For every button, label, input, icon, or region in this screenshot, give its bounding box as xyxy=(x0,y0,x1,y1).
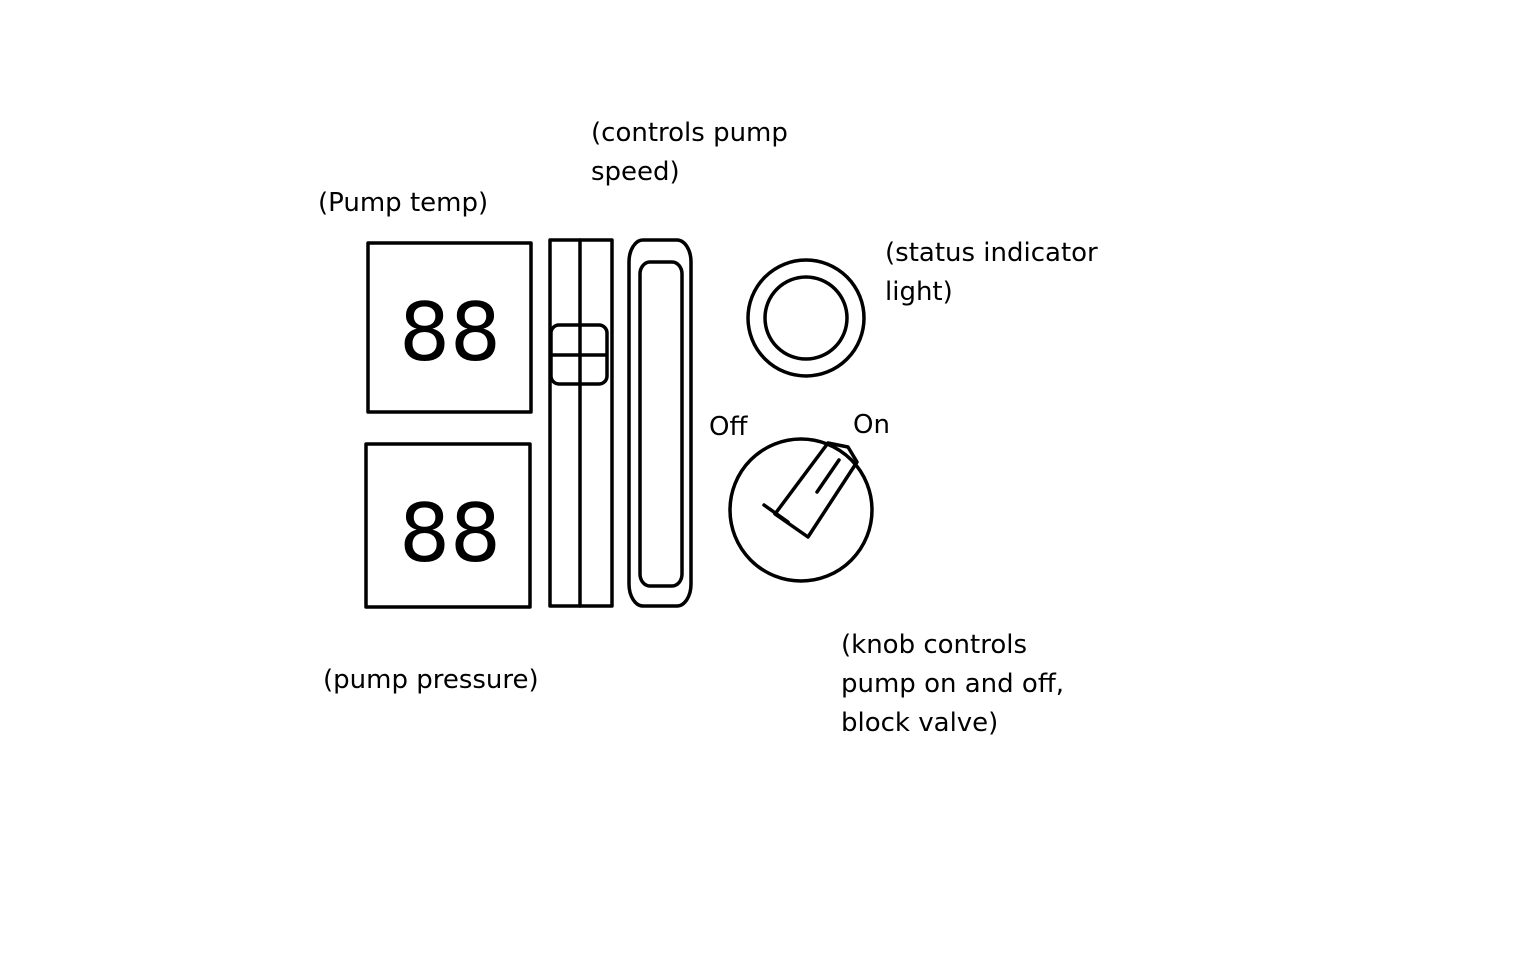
pressure-display-frame xyxy=(364,442,532,609)
knob-pointer-tail xyxy=(762,503,790,524)
slider-caption-line-1: (controls pump xyxy=(591,118,788,148)
pump-pressure-label: (pump pressure) xyxy=(323,665,539,695)
knob-body[interactable] xyxy=(728,437,874,583)
power-knob[interactable] xyxy=(728,437,874,583)
temp-display-value: 88 xyxy=(399,286,501,379)
speed-bar-outer xyxy=(627,238,693,608)
speed-bar-inner xyxy=(638,260,684,588)
knob-caption: (knob controls pump on and off, block va… xyxy=(841,626,1064,743)
knob-on-label: On xyxy=(853,410,890,440)
knob-caption-line-1: (knob controls xyxy=(841,630,1028,660)
knob-caption-line-3: block valve) xyxy=(841,708,999,738)
status-caption-line-1: (status indicator xyxy=(885,238,1098,268)
temp-display-frame xyxy=(366,241,533,414)
pump-temp-label: (Pump temp) xyxy=(318,188,489,218)
status-indicator-light xyxy=(746,258,866,378)
slider-caption: (controls pump speed) xyxy=(591,114,788,192)
slider-caption-line-2: speed) xyxy=(591,157,680,187)
speed-slider[interactable] xyxy=(548,238,614,608)
pressure-display-value: 88 xyxy=(399,487,501,580)
knob-pointer-groove xyxy=(815,458,841,494)
knob-pointer[interactable] xyxy=(773,441,859,539)
status-caption-line-2: light) xyxy=(885,277,953,307)
knob-off-label: Off xyxy=(709,412,748,442)
status-caption: (status indicator light) xyxy=(885,234,1098,312)
knob-caption-line-2: pump on and off, xyxy=(841,669,1064,699)
